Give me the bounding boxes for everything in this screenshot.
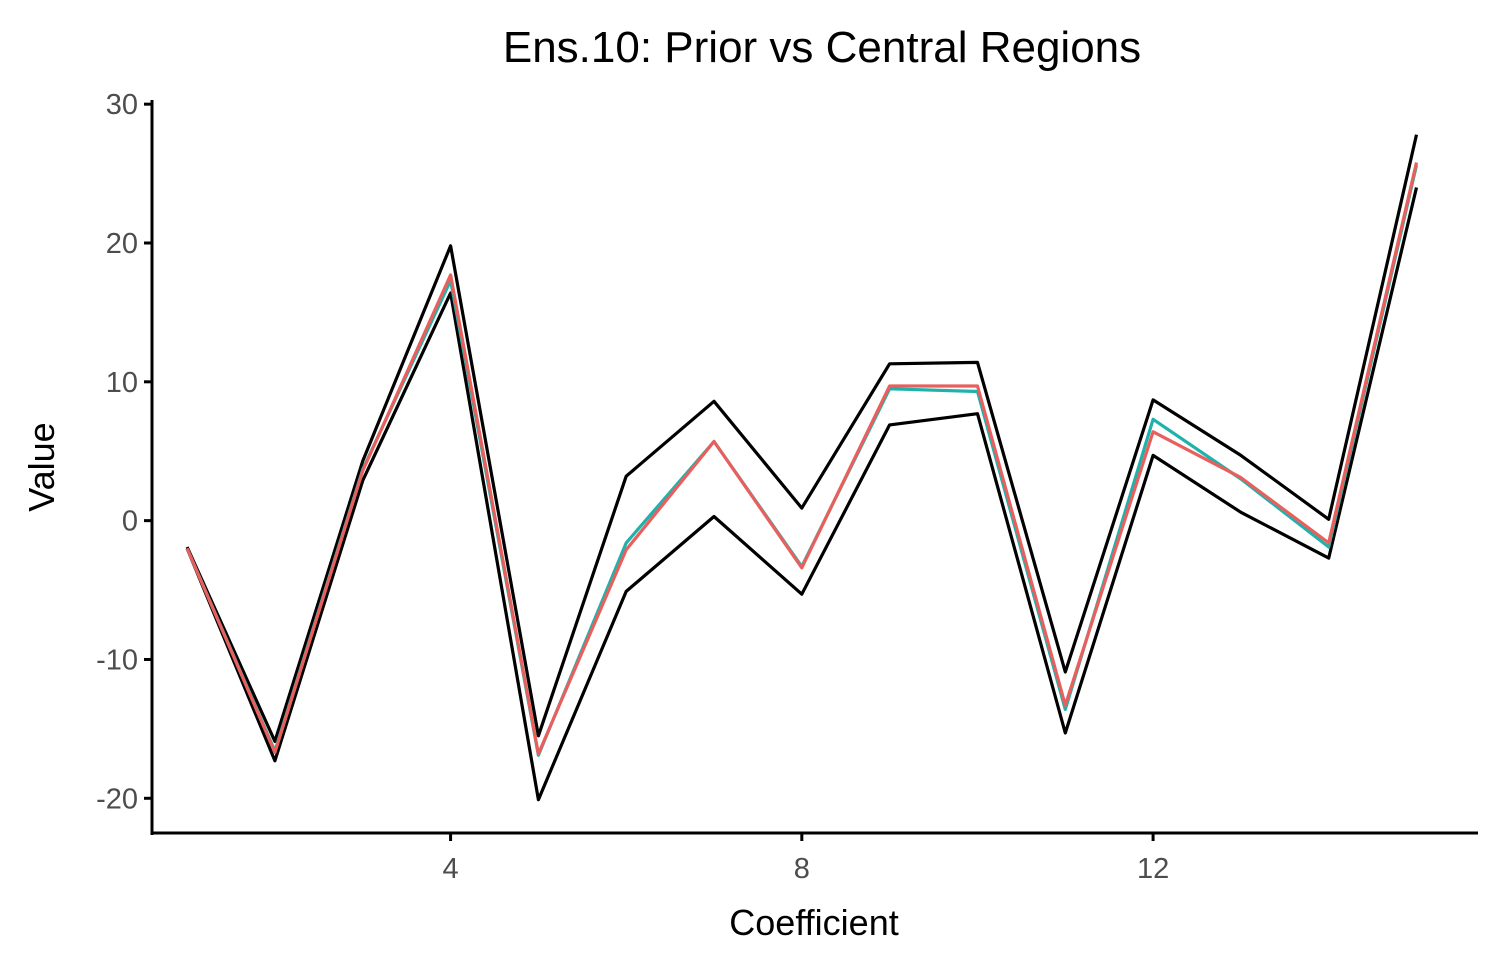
series-line-4	[185, 162, 1419, 756]
plot-area	[185, 134, 1419, 802]
y-tick-label: 10	[106, 367, 138, 399]
x-tick-label: 8	[794, 853, 810, 885]
y-tick-label: 20	[106, 228, 138, 260]
series-line-2	[185, 187, 1419, 802]
y-tick-label: -20	[96, 783, 138, 815]
chart-title: Ens.10: Prior vs Central Regions	[503, 23, 1141, 72]
series-line-1	[185, 134, 1419, 744]
y-tick-label: 0	[122, 506, 138, 538]
axes	[150, 100, 1478, 835]
x-tick-label: 12	[1137, 853, 1169, 885]
x-tick-label: 4	[442, 853, 458, 885]
x-axis-label: Coefficient	[729, 902, 898, 943]
ticks: -20 -10 0 10 20 30 4 8 12	[96, 89, 1169, 885]
y-axis-label: Value	[21, 422, 62, 511]
y-tick-label: -10	[96, 644, 138, 676]
y-tick-label: 30	[106, 89, 138, 121]
